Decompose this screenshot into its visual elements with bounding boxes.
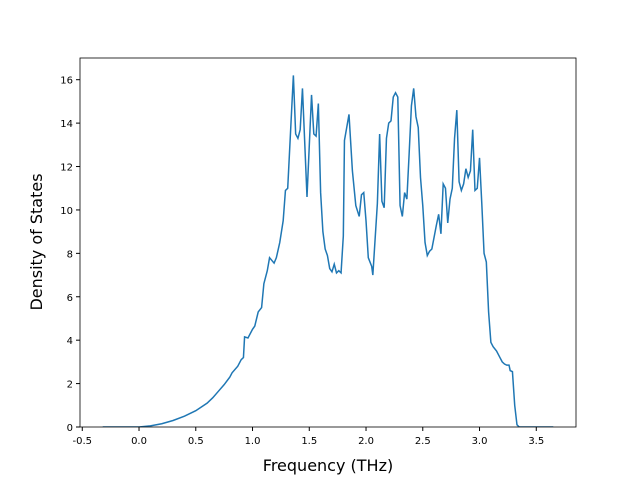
plot-frame [79,57,577,428]
x-tick-label: 2.0 [358,436,374,447]
y-tick-label: 6 [67,293,73,304]
y-tick-label: 4 [67,336,73,347]
x-tick-label: 3.5 [528,436,544,447]
x-tick-label: 1.5 [301,436,317,447]
y-tick-label: 8 [67,249,73,260]
x-tick-label: 0.5 [188,436,204,447]
line [102,75,554,427]
y-tick-label: 14 [60,119,73,130]
y-tick-label: 2 [67,380,73,391]
y-tick-label: 12 [60,163,73,174]
y-tick-label: 16 [60,76,73,87]
x-tick-label: 2.5 [415,436,431,447]
x-tick-label: 3.0 [472,436,488,447]
x-tick-label: 1.0 [245,436,261,447]
x-tick-label: -0.5 [73,436,93,447]
x-axis-label: Frequency (THz) [263,456,393,475]
y-axis-label: Density of States [27,173,46,310]
x-tick-label: 0.0 [131,436,147,447]
y-tick-label: 0 [67,423,73,434]
y-tick-label: 10 [60,206,73,217]
